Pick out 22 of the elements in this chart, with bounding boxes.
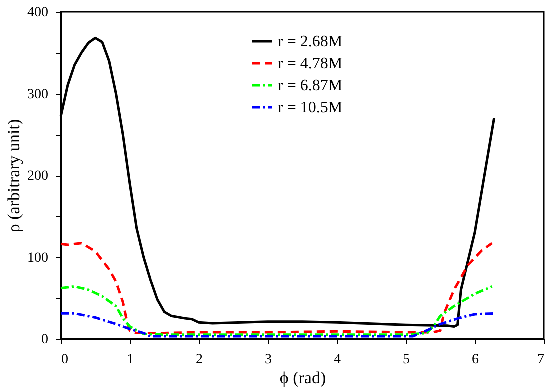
line-series <box>60 242 494 335</box>
x-tick-label: 3 <box>265 352 272 368</box>
x-tick-label: 7 <box>538 352 544 368</box>
y-tick-label: 300 <box>28 87 48 102</box>
x-tick-label: 2 <box>196 352 203 368</box>
legend-label: r = 6.87M <box>278 78 343 94</box>
y-tick-label: 200 <box>28 169 48 184</box>
x-tick-label: 1 <box>127 352 134 368</box>
x-tick-label: 0 <box>62 352 68 368</box>
line-series <box>60 312 496 338</box>
legend-label: r = 4.78M <box>278 56 343 72</box>
y-axis-title: ρ (arbitrary unit) <box>4 119 24 233</box>
x-tick-label: 4 <box>334 352 341 368</box>
legend-label: r = 10.5M <box>278 100 343 116</box>
y-tick-label: 400 <box>28 6 48 20</box>
x-tick-label: 5 <box>403 352 410 368</box>
y-tick-label: 100 <box>28 250 48 266</box>
x-axis-title: ϕ (rad) <box>280 368 326 388</box>
legend-label: r = 2.68M <box>278 34 343 50</box>
line-series <box>60 285 494 336</box>
x-tick-label: 6 <box>472 352 479 368</box>
y-tick-label: 0 <box>42 332 48 348</box>
